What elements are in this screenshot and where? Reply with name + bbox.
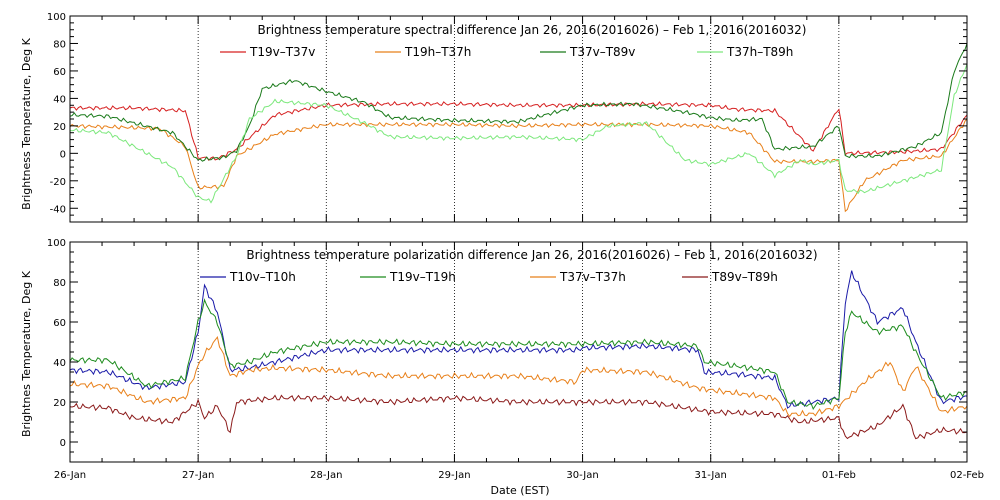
series-line <box>69 335 968 418</box>
x-tick-label: 29-Jan <box>438 470 470 481</box>
legend-label: T89v–T89h <box>711 270 778 284</box>
series-line <box>69 298 968 410</box>
x-tick-label: 27-Jan <box>182 470 214 481</box>
y-axis-label: Brightness Temperature, Deg K <box>20 37 33 209</box>
y-tick-labels: -40 -20 0 20 40 60 80 100 <box>47 12 66 215</box>
legend-label: T19v–T19h <box>389 270 456 284</box>
x-tick-label: 30-Jan <box>566 470 598 481</box>
y-tick-label: 40 <box>53 94 66 105</box>
plot-frame <box>69 241 968 463</box>
legend-label: T37v–T89v <box>569 45 635 59</box>
y-tick-label: -20 <box>50 177 66 188</box>
legend-label: T10v–T10h <box>229 270 296 284</box>
y-tick-label: 80 <box>53 39 66 50</box>
panel-title: Brightness temperature spectral differen… <box>258 23 807 37</box>
series-line <box>69 63 968 204</box>
y-axis-label: Brightnes Temperature, Deg K <box>20 270 33 437</box>
x-tick-label: 01-Feb <box>822 470 856 481</box>
series-line <box>69 43 968 162</box>
y-tick-label: 0 <box>60 438 66 449</box>
legend-label: T19v–T37v <box>249 45 315 59</box>
y-tick-label: 60 <box>53 318 66 329</box>
y-tick-label: 60 <box>53 67 66 78</box>
y-tick-labels: 0 20 40 60 80 100 <box>47 238 66 449</box>
y-tick-label: 100 <box>47 12 66 23</box>
x-gridlines <box>197 242 840 462</box>
panel-polarization: Brightness temperature polarization diff… <box>20 238 968 463</box>
x-tick-label: 31-Jan <box>695 470 727 481</box>
panel-title: Brightness temperature polarization diff… <box>246 248 817 262</box>
y-tick-label: -40 <box>50 204 66 215</box>
x-gridlines <box>197 16 840 222</box>
legend-label: T19h–T37h <box>404 45 471 59</box>
y-tick-label: 20 <box>53 122 66 133</box>
y-tick-label: 40 <box>53 358 66 369</box>
legend-label: T37h–T89h <box>726 45 793 59</box>
series-line <box>69 270 967 409</box>
panel-spectral: Brightness temperature spectral differen… <box>20 12 968 223</box>
series-line <box>69 394 968 440</box>
plot-frame <box>69 15 968 223</box>
x-tick-label: 26-Jan <box>54 470 86 481</box>
x-tick-labels: 26-Jan 27-Jan 28-Jan 29-Jan 30-Jan 31-Jan 01-F… <box>54 470 984 481</box>
series-line <box>69 100 968 161</box>
x-tick-label: 28-Jan <box>310 470 342 481</box>
legend: T19v–T37v T19h–T37h T37v–T89v T37h–T89h <box>220 45 793 59</box>
series-lines <box>69 270 968 440</box>
y-tick-label: 20 <box>53 398 66 409</box>
y-tick-label: 80 <box>53 278 66 289</box>
y-tick-label: 100 <box>47 238 66 249</box>
x-axis-label: Date (EST) <box>490 484 549 497</box>
legend: T10v–T10h T19v–T19h T37v–T37h T89v–T89h <box>200 270 778 284</box>
x-tick-label: 02-Feb <box>950 470 984 481</box>
series-lines <box>69 43 968 213</box>
y-tick-label: 0 <box>60 149 66 160</box>
legend-label: T37v–T37h <box>559 270 626 284</box>
tick-marks <box>69 241 968 463</box>
